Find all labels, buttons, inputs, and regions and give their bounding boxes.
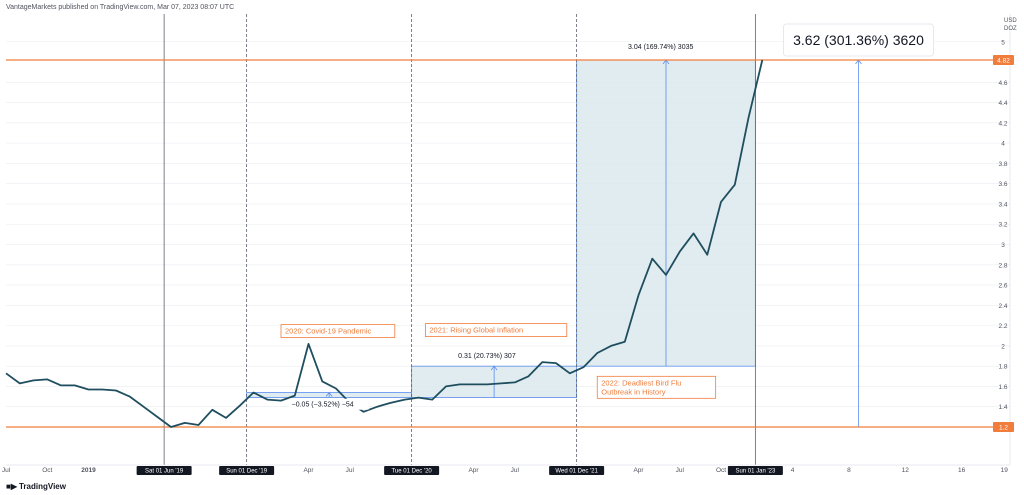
y-tick-label: 2.4: [998, 303, 1007, 310]
x-tick-label: 12: [902, 467, 910, 474]
price-badge: [993, 55, 1014, 65]
y-tick-label: 4.6: [998, 80, 1007, 87]
annotation-text: 2021: Rising Global Inflation: [429, 326, 523, 335]
x-tick-label: 2019: [81, 467, 96, 474]
tradingview-logo-icon: ■▶: [6, 482, 17, 491]
date-marker-badge[interactable]: [384, 466, 440, 475]
annotation-box[interactable]: [424, 323, 568, 337]
y-tick-label: 2: [1001, 343, 1005, 350]
date-marker-label: Wed 01 Dec '21: [555, 469, 598, 475]
price-axis-unit: DOZ: [1004, 26, 1017, 32]
y-tick-label: 1.6: [998, 384, 1007, 391]
x-tick-label: Oct: [716, 467, 726, 474]
range-label-bg: [288, 398, 369, 410]
date-marker-badge[interactable]: [136, 466, 192, 475]
y-tick-label: 5: [1001, 39, 1005, 46]
y-tick-label: 2.6: [998, 283, 1007, 290]
date-marker-label: Sun 01 Jan '23: [735, 469, 776, 475]
annotation-box[interactable]: [596, 375, 717, 399]
range-label-covid: −0.05 (−3.52%) −54: [292, 402, 354, 409]
annotation-text: Outbreak in History: [601, 387, 665, 396]
date-marker-label: Sun 01 Dec '19: [226, 469, 268, 475]
x-tick-label: 8: [847, 467, 851, 474]
range-label-birdflu: 3.04 (169.74%) 3035: [628, 44, 693, 51]
tradingview-brand[interactable]: ■▶ TradingView: [6, 482, 66, 491]
x-tick-label: Apr: [468, 467, 479, 474]
tradingview-brand-label: TradingView: [18, 482, 66, 491]
x-tick-label: 19: [1001, 467, 1009, 474]
price-series-line[interactable]: [5, 59, 764, 428]
y-tick-label: 4.4: [998, 100, 1007, 107]
total-change-label: 3.62 (301.36%) 3620: [793, 32, 924, 48]
x-tick-label: Apr: [633, 467, 644, 474]
y-tick-label: 3: [1001, 242, 1005, 249]
y-tick-label: 2.8: [998, 262, 1007, 269]
x-tick-label: Jul: [511, 467, 520, 474]
date-marker-label: Tue 01 Dec '20: [391, 469, 432, 475]
y-tick-label: 4.2: [998, 120, 1007, 127]
x-tick-label: Jul: [2, 467, 11, 474]
date-marker-badge[interactable]: [727, 466, 783, 475]
price-axis-unit: USD: [1004, 18, 1017, 24]
date-marker-badge[interactable]: [219, 466, 275, 475]
y-tick-label: 4: [1001, 141, 1005, 148]
range-arrow-head: [325, 391, 333, 397]
y-tick-label: 1.8: [998, 364, 1007, 371]
x-tick-label: Jul: [346, 467, 355, 474]
total-label-box: [783, 23, 934, 57]
y-tick-label: 3.6: [998, 181, 1007, 188]
y-tick-label: 3.4: [998, 201, 1007, 208]
x-tick-label: Jul: [676, 467, 685, 474]
x-tick-label: Oct: [42, 467, 52, 474]
x-tick-label: 16: [958, 467, 966, 474]
price-badge-label: 4.82: [997, 58, 1010, 65]
y-tick-label: 3.8: [998, 161, 1007, 168]
price-badge: [993, 422, 1014, 432]
x-tick-label: Apr: [303, 467, 314, 474]
y-tick-label: 2.2: [998, 323, 1007, 330]
x-tick-label: 4: [791, 467, 795, 474]
price-badge-label: 1.2: [999, 425, 1008, 432]
y-tick-label: 1.4: [998, 404, 1007, 411]
range-label-inflation: 0.31 (20.73%) 307: [458, 353, 516, 360]
annotation-text: 2022: Deadliest Bird Flu: [601, 378, 681, 387]
y-tick-label: 3.2: [998, 222, 1007, 229]
annotation-text: 2020: Covid-19 Pandemic: [285, 327, 372, 336]
date-marker-badge[interactable]: [549, 466, 605, 475]
annotation-box[interactable]: [280, 324, 396, 339]
publisher-header: VantageMarkets published on TradingView.…: [6, 4, 235, 11]
date-marker-label: Sat 01 Jun '19: [145, 469, 184, 475]
range-arrow-head: [490, 365, 498, 371]
